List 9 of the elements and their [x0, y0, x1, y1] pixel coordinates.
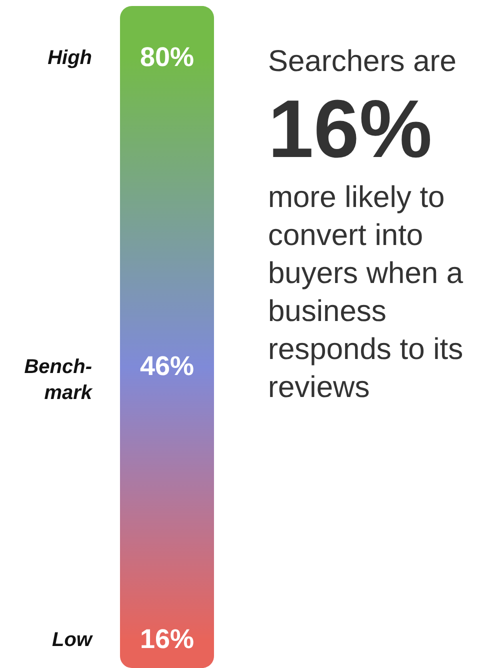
text: 16% — [268, 84, 432, 175]
data-label: 80% — [140, 42, 194, 72]
data-label: 16% — [140, 624, 194, 654]
data-label: 46% — [140, 351, 194, 382]
category-label: Bench-mark — [24, 356, 93, 404]
text: more likely to convert into buyers when a business responds to its reviews — [268, 181, 464, 404]
category-label: High — [48, 47, 92, 69]
category-label: Low — [52, 629, 94, 651]
text: Searchers are — [268, 45, 456, 78]
